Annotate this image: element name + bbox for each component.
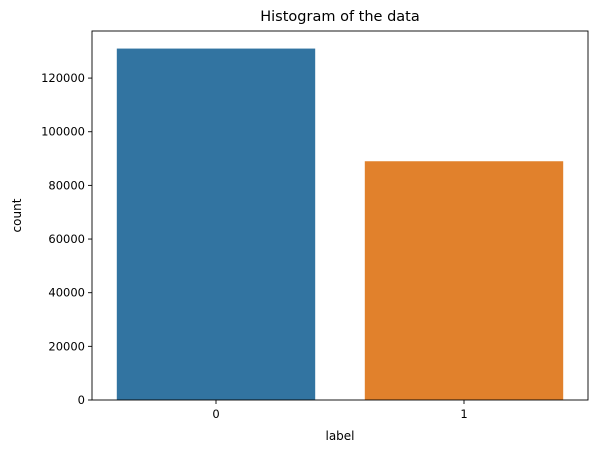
y-axis: 0 20000 40000 60000 80000 100000 120000 — [41, 71, 92, 407]
x-axis-label: label — [325, 429, 354, 443]
y-tick-label-80000: 80000 — [48, 178, 85, 192]
x-tick-label-1: 1 — [460, 407, 467, 421]
y-tick-label-100000: 100000 — [41, 125, 85, 139]
bar-0 — [116, 48, 316, 400]
y-axis-label: count — [10, 198, 24, 232]
y-tick-label-40000: 40000 — [48, 286, 85, 300]
y-tick-label-0: 0 — [78, 393, 85, 407]
y-tick-label-20000: 20000 — [48, 339, 85, 353]
y-tick-label-120000: 120000 — [41, 71, 85, 85]
chart-title: Histogram of the data — [260, 9, 419, 25]
y-tick-label-60000: 60000 — [48, 232, 85, 246]
plot-frame — [91, 30, 589, 401]
bar-1 — [364, 161, 564, 400]
bars-group — [116, 48, 564, 400]
x-tick-label-0: 0 — [212, 407, 219, 421]
